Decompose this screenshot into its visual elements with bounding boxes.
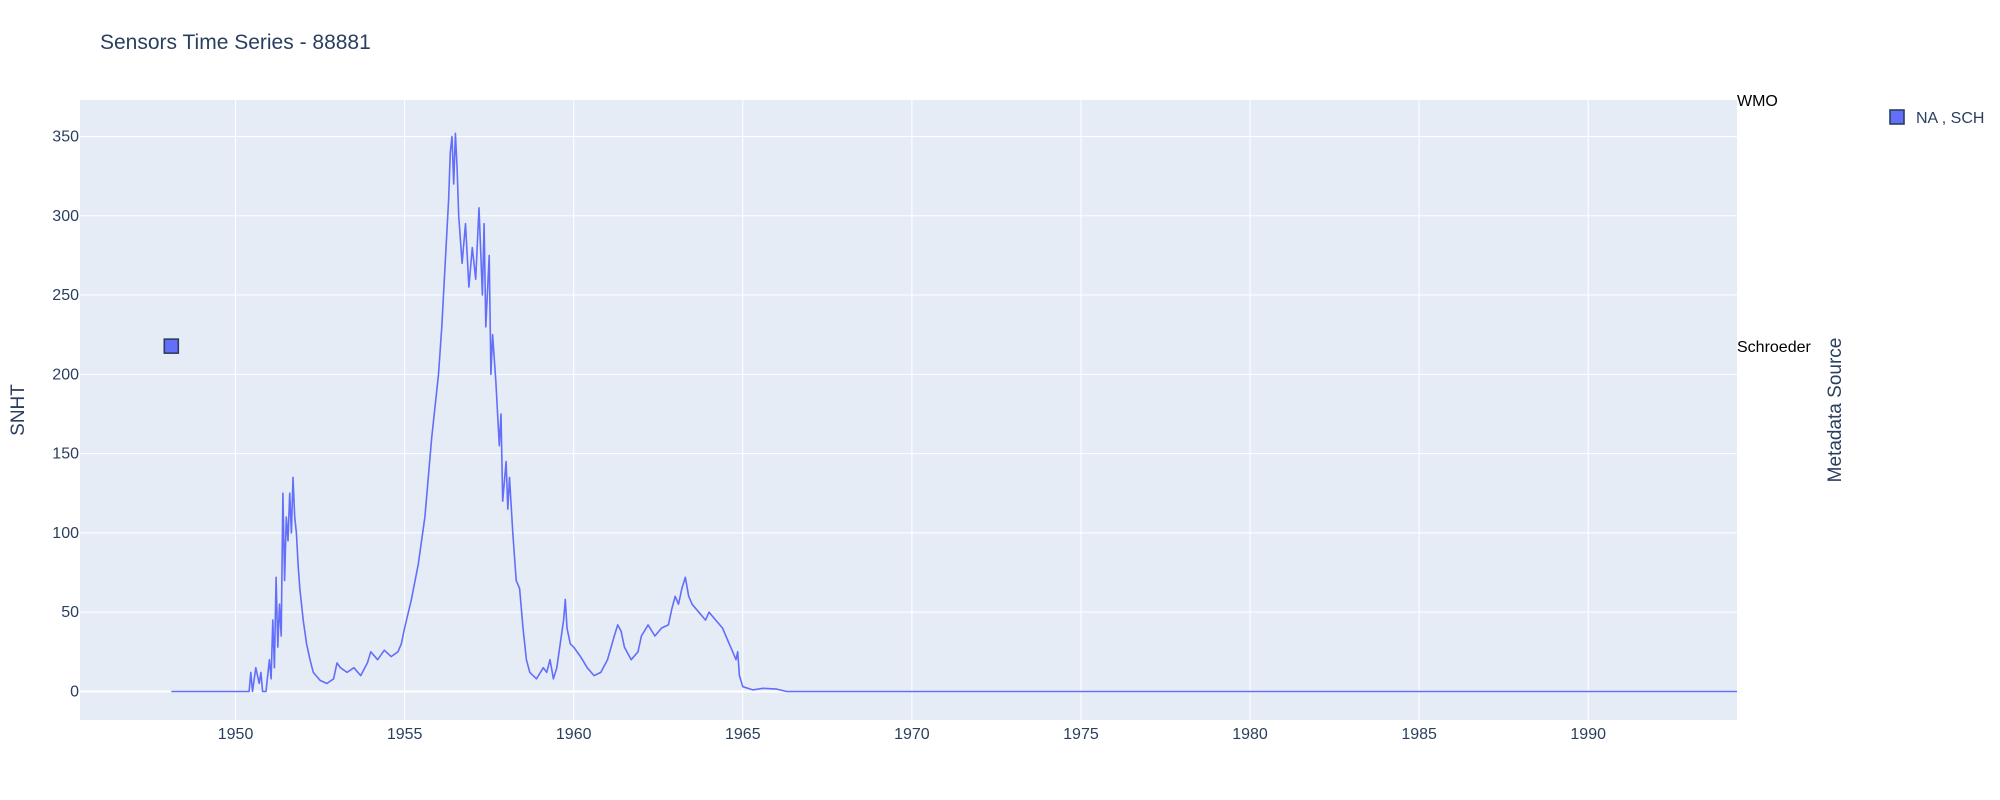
legend-label: NA , SCH (1916, 110, 1984, 127)
y2-category-label: Schroeder (1737, 339, 1811, 356)
x-tick-label: 1950 (218, 726, 254, 743)
y-tick-label: 50 (61, 604, 79, 621)
x-tick-label: 1985 (1401, 726, 1437, 743)
legend[interactable]: NA , SCH (1889, 109, 1984, 127)
y-tick-label: 0 (70, 683, 79, 700)
plot-background (80, 100, 1737, 720)
metadata-markers (163, 338, 180, 354)
y-tick-label: 350 (52, 128, 79, 145)
grid-x-lines (235, 100, 1589, 720)
metadata-marker[interactable] (163, 338, 180, 354)
y-axis-title: SNHT (8, 384, 29, 436)
x-tick-label: 1975 (1063, 726, 1099, 743)
x-tick-label: 1990 (1570, 726, 1606, 743)
y-tick-label: 150 (52, 446, 79, 463)
y-tick-label: 200 (52, 366, 79, 383)
x-tick-label: 1955 (387, 726, 423, 743)
x-tick-label: 1980 (1232, 726, 1268, 743)
y2-axis-title: Metadata Source (1825, 338, 1846, 483)
x-tick-label: 1960 (556, 726, 592, 743)
series-line-snht (171, 132, 1737, 693)
x-tick-labels: 1950 1955 1960 1965 1970 1975 1980 1985 1990 (218, 726, 1606, 743)
y2-category-label: WMO (1737, 93, 1778, 110)
y-tick-label: 100 (52, 525, 79, 542)
y-tick-label: 250 (52, 287, 79, 304)
y-tick-label: 300 (52, 208, 79, 225)
y2-category-labels: WMO Schroeder (1737, 93, 1811, 356)
x-tick-label: 1970 (894, 726, 930, 743)
x-tick-label: 1965 (725, 726, 761, 743)
chart-title: Sensors Time Series - 88881 (100, 31, 371, 54)
y-tick-labels: 0 50 100 150 200 250 300 350 (52, 128, 79, 700)
legend-marker-icon (1889, 109, 1905, 125)
